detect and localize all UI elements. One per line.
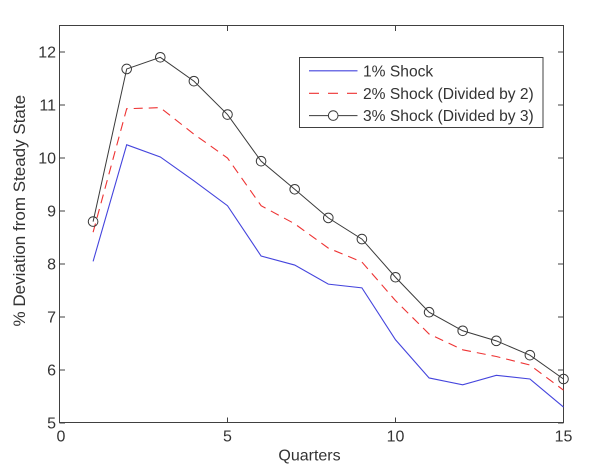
svg-text:10: 10 bbox=[38, 151, 56, 168]
svg-text:12: 12 bbox=[38, 45, 56, 62]
svg-text:5: 5 bbox=[223, 429, 232, 446]
svg-text:1% Shock: 1% Shock bbox=[363, 63, 433, 80]
svg-text:3% Shock (Divided by 3): 3% Shock (Divided by 3) bbox=[363, 108, 534, 125]
svg-text:5: 5 bbox=[47, 416, 56, 433]
svg-text:15: 15 bbox=[555, 429, 573, 446]
svg-text:Quarters: Quarters bbox=[278, 448, 340, 465]
svg-text:0: 0 bbox=[57, 429, 66, 446]
svg-text:% Deviation from Steady State: % Deviation from Steady State bbox=[10, 95, 29, 327]
svg-text:10: 10 bbox=[387, 429, 405, 446]
svg-text:2% Shock (Divided by 2): 2% Shock (Divided by 2) bbox=[363, 86, 534, 103]
svg-text:8: 8 bbox=[47, 257, 56, 274]
svg-text:7: 7 bbox=[47, 310, 56, 327]
svg-text:11: 11 bbox=[39, 98, 56, 115]
svg-text:6: 6 bbox=[47, 363, 56, 380]
svg-text:9: 9 bbox=[47, 204, 56, 221]
